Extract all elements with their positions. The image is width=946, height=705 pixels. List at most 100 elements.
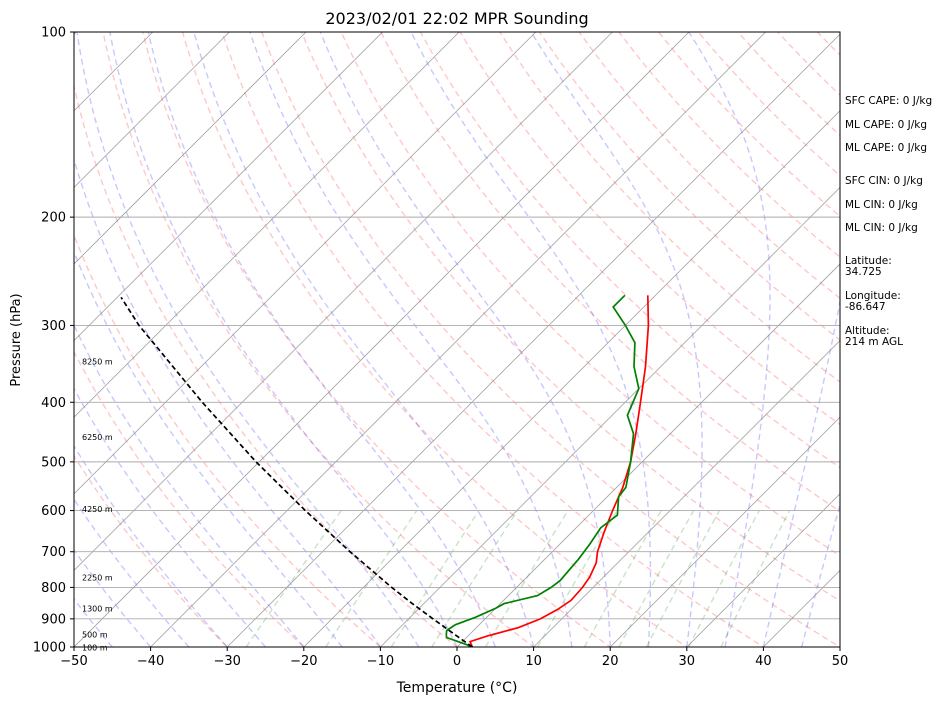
ml-cape-text-2: ML CAPE: 0 J/kg <box>845 142 927 154</box>
dry-adiabat-line <box>74 454 229 647</box>
moist-adiabat-line <box>76 32 420 647</box>
y-tick-label: 200 <box>41 211 66 226</box>
sounding-profiles <box>120 294 650 647</box>
isotherm-line <box>74 32 690 647</box>
dry-adiabat-line <box>181 32 689 647</box>
moist-adiabat-line <box>762 297 840 647</box>
dewpoint-profile <box>445 294 640 647</box>
moist-adiabat-line <box>319 32 611 647</box>
moist-adiabat-line <box>74 498 190 647</box>
moist-adiabat-line <box>688 32 771 647</box>
isotherm-line <box>74 32 383 342</box>
altitude-label: Altitude: <box>845 325 890 337</box>
isotherms <box>74 32 840 647</box>
x-tick-label: −50 <box>60 654 87 669</box>
moist-adiabat-line <box>74 444 228 647</box>
dry-adiabat-line <box>300 32 840 602</box>
height-label: 500 m <box>82 631 108 640</box>
plot-frame <box>73 31 841 648</box>
x-axis-ticks: −50 −40 −30 −20 −10 0 10 20 30 40 50 <box>60 647 848 669</box>
x-tick-label: −10 <box>367 654 394 669</box>
dry-adiabat-line <box>697 32 840 177</box>
isobars <box>74 216 840 620</box>
height-label: 8250 m <box>82 357 113 366</box>
isotherm-line <box>456 263 840 647</box>
isotherm-line <box>74 32 460 418</box>
moist-adiabat-line <box>193 32 535 647</box>
height-label: 100 m <box>82 643 108 652</box>
plot-area <box>74 32 840 647</box>
dry-adiabat-line <box>538 32 840 341</box>
sfc-cape-text: SFC CAPE: 0 J/kg <box>845 95 932 107</box>
moist-adiabat-line <box>410 32 652 647</box>
height-label: 6250 m <box>82 433 113 442</box>
mixing-ratio-line <box>720 510 791 647</box>
mixing-ratio-lines <box>245 510 791 647</box>
isotherm-line <box>74 32 613 571</box>
latitude-value: 34.725 <box>845 266 882 278</box>
mixing-ratio-line <box>645 510 721 647</box>
y-tick-label: 800 <box>41 581 66 596</box>
y-tick-label: 100 <box>41 26 66 41</box>
isotherm-line <box>150 32 766 647</box>
x-tick-label: −40 <box>137 654 164 669</box>
moist-adiabat-line <box>249 32 573 647</box>
height-labels: 100 m 500 m 1300 m 2250 m 4250 m 6250 m 8250 m <box>82 357 113 652</box>
x-tick-label: 40 <box>755 654 772 669</box>
mixing-ratio-line <box>688 510 760 647</box>
mixing-ratio-line <box>536 510 618 647</box>
isotherm-line <box>380 186 840 647</box>
dry-adiabat-line <box>221 32 765 647</box>
isotherm-line <box>74 32 537 495</box>
x-axis-label: Temperature (°C) <box>396 680 518 696</box>
dry-adiabat-line <box>142 32 612 647</box>
mixing-ratio-line <box>325 510 418 647</box>
moist-adiabat-line <box>801 502 840 647</box>
y-tick-label: 300 <box>41 319 66 334</box>
dry-adiabat-line <box>459 32 840 426</box>
mixing-ratio-line <box>583 510 662 647</box>
sfc-cin-text: SFC CIN: 0 J/kg <box>845 175 923 187</box>
y-tick-label: 1000 <box>33 641 66 656</box>
y-tick-label: 400 <box>41 396 66 411</box>
isotherm-line <box>303 110 840 647</box>
x-tick-label: 10 <box>525 654 542 669</box>
height-label: 2250 m <box>82 573 113 582</box>
moist-adiabat-line <box>74 157 381 647</box>
y-axis-label: Pressure (hPa) <box>9 293 24 386</box>
ml-cin-text-2: ML CIN: 0 J/kg <box>845 222 918 234</box>
x-tick-label: 20 <box>602 654 619 669</box>
ml-cape-text-1: ML CAPE: 0 J/kg <box>845 119 927 131</box>
isotherm-line <box>74 32 230 188</box>
y-tick-label: 700 <box>41 545 66 560</box>
x-tick-label: 50 <box>832 654 849 669</box>
dry-adiabat-line <box>499 32 840 383</box>
moist-adiabat-line <box>74 250 343 647</box>
longitude-label: Longitude: <box>845 290 901 302</box>
moist-adiabat-line <box>147 32 496 647</box>
height-label: 1300 m <box>82 605 113 614</box>
longitude-value: -86.647 <box>845 301 886 313</box>
isotherm-line <box>686 493 840 647</box>
x-tick-label: 30 <box>679 654 696 669</box>
stability-indices: SFC CAPE: 0 J/kg ML CAPE: 0 J/kg ML CAPE… <box>845 95 932 234</box>
latitude-label: Latitude: <box>845 255 892 267</box>
temperature-profile <box>468 295 650 647</box>
x-tick-label: −20 <box>290 654 317 669</box>
dry-adiabat-line <box>74 233 382 647</box>
isotherm-line <box>609 416 840 647</box>
mixing-ratio-line <box>484 510 569 647</box>
x-tick-label: 0 <box>453 654 461 669</box>
chart-title: 2023/02/01 22:02 MPR Sounding <box>325 9 588 28</box>
y-axis-ticks: 100 200 300 400 500 600 700 800 900 1000 <box>33 26 74 656</box>
moist-adiabat-line <box>109 32 458 647</box>
dry-adiabat-line <box>261 32 840 647</box>
isotherm-line <box>74 32 307 265</box>
moist-adiabat-line <box>74 387 267 647</box>
moist-adiabats <box>74 32 840 647</box>
ml-cin-text-1: ML CIN: 0 J/kg <box>845 199 918 211</box>
y-tick-label: 500 <box>41 455 66 470</box>
altitude-value: 214 m AGL <box>845 336 903 348</box>
parcel-profile <box>120 296 473 647</box>
